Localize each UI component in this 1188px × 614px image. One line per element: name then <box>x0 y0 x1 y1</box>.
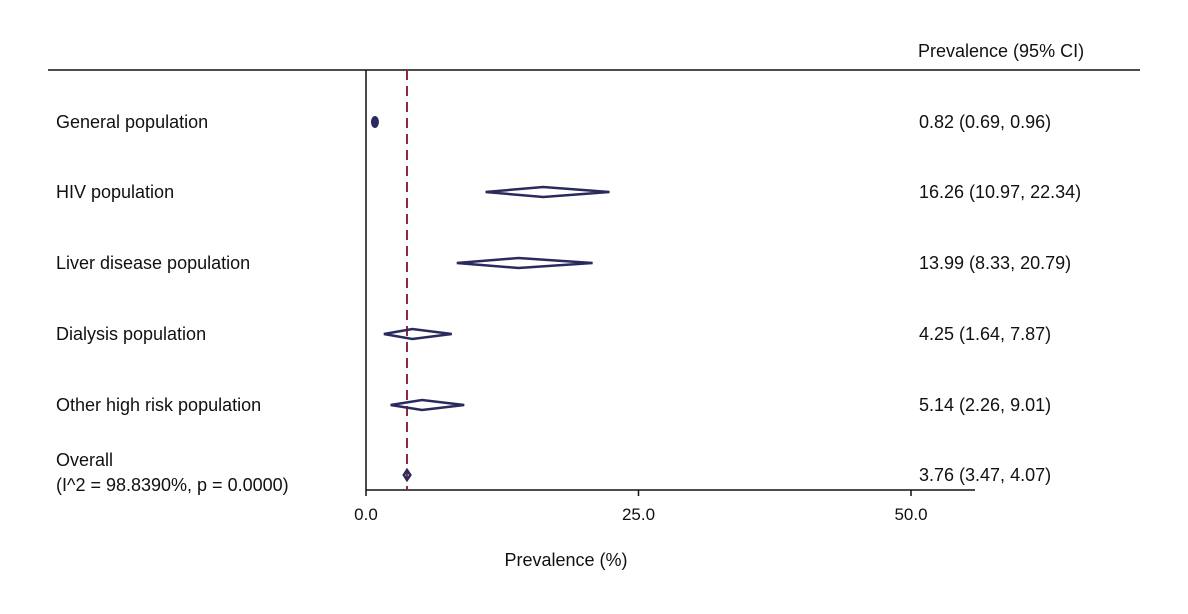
estimate-diamond <box>370 116 379 128</box>
row-label: Other high risk population <box>56 395 261 415</box>
forest-row: Liver disease population 13.99 (8.33, 20.… <box>56 253 1071 273</box>
estimate-diamond <box>402 467 412 483</box>
row-ci-text: 4.25 (1.64, 7.87) <box>919 324 1051 344</box>
estimate-diamond <box>456 256 593 270</box>
row-ci-text: 13.99 (8.33, 20.79) <box>919 253 1071 273</box>
x-tick-label: 25.0 <box>622 505 655 524</box>
estimate-diamond <box>383 327 452 341</box>
x-axis-title: Prevalence (%) <box>504 550 627 570</box>
row-label: HIV population <box>56 182 174 202</box>
forest-row: Other high risk population 5.14 (2.26, 9.… <box>56 395 1051 415</box>
estimate-diamond <box>390 398 465 412</box>
ticks-group: 0.0 25.0 50.0 <box>354 490 928 524</box>
row-label: Overall <box>56 450 113 470</box>
row-ci-text: 3.76 (3.47, 4.07) <box>919 465 1051 485</box>
x-tick-label: 0.0 <box>354 505 378 524</box>
x-tick-label: 50.0 <box>894 505 927 524</box>
forest-row: Dialysis population 4.25 (1.64, 7.87) <box>56 324 1051 344</box>
row-label-stats: (I^2 = 98.8390%, p = 0.0000) <box>56 475 289 495</box>
row-ci-text: 5.14 (2.26, 9.01) <box>919 395 1051 415</box>
rows-group: General population 0.82 (0.69, 0.96) HIV p… <box>56 112 1081 495</box>
estimate-diamond <box>485 185 610 199</box>
row-label: Dialysis population <box>56 324 206 344</box>
forest-row: HIV population 16.26 (10.97, 22.34) <box>56 182 1081 202</box>
row-label: General population <box>56 112 208 132</box>
row-ci-text: 0.82 (0.69, 0.96) <box>919 112 1051 132</box>
row-label: Liver disease population <box>56 253 250 273</box>
header-ci-label: Prevalence (95% CI) <box>918 41 1084 61</box>
forest-row: General population 0.82 (0.69, 0.96) <box>56 112 1051 132</box>
row-ci-text: 16.26 (10.97, 22.34) <box>919 182 1081 202</box>
forest-row: Overall (I^2 = 98.8390%, p = 0.0000) 3.76 … <box>56 450 1051 495</box>
